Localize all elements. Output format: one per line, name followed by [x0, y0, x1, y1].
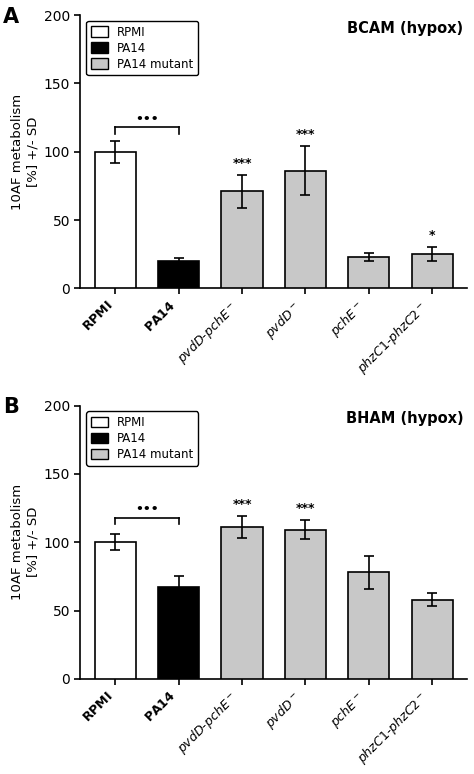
Bar	[221, 191, 263, 289]
Text: BCAM (hypox): BCAM (hypox)	[347, 21, 463, 36]
Bar	[411, 254, 453, 289]
Legend: RPMI, PA14, PA14 mutant: RPMI, PA14, PA14 mutant	[86, 21, 198, 75]
Y-axis label: 10AF metabolism
[%] +/- SD: 10AF metabolism [%] +/- SD	[11, 485, 39, 601]
Text: A: A	[3, 7, 19, 27]
Bar	[348, 572, 390, 679]
Bar	[95, 152, 136, 289]
Legend: RPMI, PA14, PA14 mutant: RPMI, PA14, PA14 mutant	[86, 412, 198, 466]
Y-axis label: 10AF metabolism
[%] +/- SD: 10AF metabolism [%] +/- SD	[11, 94, 39, 210]
Text: •••: •••	[135, 503, 159, 516]
Bar	[221, 527, 263, 679]
Bar	[95, 543, 136, 679]
Text: ***: ***	[296, 502, 315, 515]
Bar	[285, 171, 326, 289]
Bar	[158, 261, 199, 289]
Text: ***: ***	[232, 498, 252, 511]
Text: ***: ***	[296, 128, 315, 141]
Text: •••: •••	[135, 113, 159, 126]
Bar	[411, 600, 453, 679]
Text: ***: ***	[232, 156, 252, 170]
Text: BHAM (hypox): BHAM (hypox)	[346, 411, 463, 426]
Bar	[348, 257, 390, 289]
Bar	[285, 530, 326, 679]
Bar	[158, 587, 199, 679]
Text: *: *	[429, 229, 436, 242]
Text: B: B	[3, 397, 19, 417]
